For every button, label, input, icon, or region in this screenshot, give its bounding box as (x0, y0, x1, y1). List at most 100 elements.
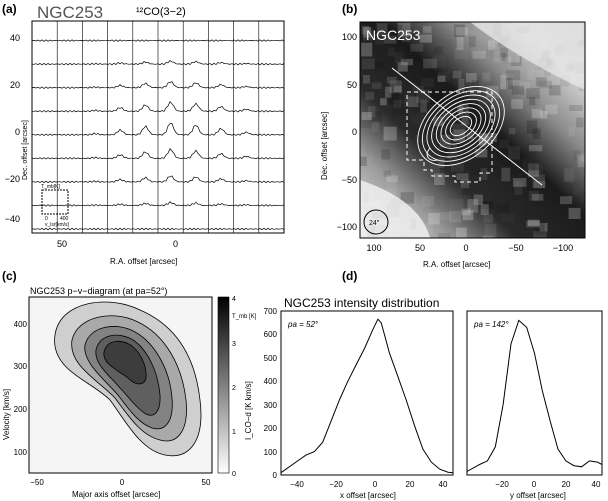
panel-d-yticks: 700 600 500 400 300 200 100 0 (264, 307, 278, 480)
ytick: 500 (264, 354, 278, 363)
panel-c-ylabel: Velocity [km/s] (2, 389, 11, 440)
panel-b-xticks: 100 50 0 −50 −100 (366, 243, 573, 253)
ytick: 200 (264, 424, 278, 433)
panel-a-yticks: 40 20 0 −20 −40 (5, 33, 20, 224)
spectrum-row (31, 123, 285, 137)
cbar-tick: 2 (232, 385, 236, 392)
panel-b-frame (359, 21, 586, 239)
ytick: −40 (5, 214, 20, 224)
right-xlabel: y offset [arcsec] (510, 491, 566, 500)
spectrum-row (31, 148, 285, 160)
contour (426, 94, 496, 158)
ytick: 100 (264, 448, 278, 457)
profile-left-frame (280, 310, 454, 476)
right-xticks: −20 0 20 40 (495, 480, 601, 489)
panel-a-line: ¹²CO(3−2) (136, 6, 186, 18)
ytick: 400 (14, 320, 28, 329)
spectra-grid (56, 21, 260, 233)
panel-a-xlabel: R.A. offset [arcsec] (110, 257, 177, 266)
profile-right-frame (466, 310, 603, 476)
pa-left-label: pa = 52° (287, 320, 319, 329)
left-xticks: −40 −20 0 20 40 (290, 480, 448, 489)
spectrum-row (31, 201, 285, 207)
spectra (31, 39, 285, 231)
contour (445, 111, 477, 141)
xtick: 0 (120, 478, 125, 487)
xtick: 40 (592, 480, 601, 489)
ytick: 400 (264, 377, 278, 386)
panel-d-ylabel: I_CO−d [K km/s] (244, 381, 253, 440)
xtick: −20 (329, 480, 343, 489)
intensity-contours (417, 86, 505, 166)
panel-a: (a) NGC253 ¹²CO(3−2) T_mb[K] v_lsr[km/s]… (2, 2, 285, 266)
inset-x-label: v_lsr[km/s] (45, 222, 70, 228)
colorbar-label: T_mb [K] (232, 314, 257, 320)
major-axis-line (391, 67, 543, 186)
ytick: 0 (352, 127, 357, 137)
contour (435, 103, 487, 149)
ytick: 200 (14, 405, 28, 414)
dashed-region (406, 91, 493, 183)
xtick: 50 (202, 478, 211, 487)
inset-y-label: T_mb[K] (41, 184, 61, 190)
contour (440, 107, 482, 145)
ytick: 300 (14, 362, 28, 371)
colorbar (217, 296, 230, 474)
cbar-tick: 4 (232, 296, 236, 303)
inset-tick-400: 400 (60, 216, 69, 222)
profile-curve-pa52 (280, 318, 454, 474)
xtick: 50 (57, 239, 67, 249)
inset-tick-0: 0 (45, 216, 48, 222)
contour (431, 98, 491, 154)
ytick: 700 (264, 307, 278, 316)
xtick: −20 (495, 480, 509, 489)
ytick: −100 (337, 222, 357, 232)
panel-c: (c) NGC253 p−v−diagram (at pa=52°) 4 3 2… (2, 269, 257, 499)
panel-a-ylabel: Dec. offset [arcsec] (22, 120, 29, 180)
spectrum-row (31, 175, 285, 184)
pv-contours (54, 301, 202, 457)
panel-a-letter: (a) (2, 2, 17, 16)
profile-curve-pa142 (466, 319, 603, 472)
ytick: −50 (342, 175, 357, 185)
panel-b-yticks: 100 50 0 −50 −100 (337, 32, 357, 232)
cbar-tick: 0 (232, 471, 236, 478)
xtick: 0 (532, 480, 537, 489)
ytick: 100 (342, 32, 357, 42)
cbar-tick: 3 (232, 341, 236, 348)
beam-circle (363, 209, 389, 235)
xtick: 40 (439, 480, 448, 489)
panel-d: (d) NGC253 intensity distribution pa = 5… (244, 269, 603, 500)
panel-c-yticks: 400 300 200 100 (14, 320, 28, 457)
panel-d-letter: (d) (342, 269, 357, 283)
panel-c-letter: (c) (2, 269, 17, 283)
ytick: 0 (273, 471, 278, 480)
contour (449, 115, 473, 137)
xtick: 50 (415, 243, 425, 253)
beam-label: 24″ (369, 220, 380, 227)
ytick: 40 (10, 33, 20, 43)
xtick: −50 (30, 478, 44, 487)
spectrum-row (31, 39, 285, 42)
xtick: 20 (562, 480, 571, 489)
panel-c-xticks: −50 0 50 (30, 478, 211, 487)
spectrum-row (32, 100, 285, 113)
ytick: 600 (264, 330, 278, 339)
cbar-tick: 1 (232, 429, 236, 436)
ytick: 0 (15, 127, 20, 137)
panel-c-xlabel: Major axis offset [arcsec] (72, 490, 160, 499)
panel-b-ylabel: Dec. offset [arcsec] (320, 112, 329, 180)
panel-b-xlabel: R.A. offset [arcsec] (423, 260, 490, 269)
panel-c-title: NGC253 p−v−diagram (at pa=52°) (30, 286, 167, 296)
spectrum-row (31, 227, 285, 231)
contour (417, 86, 505, 166)
panel-b: (b) NGC253 24″ 100 50 0 −50 −100 Dec. of… (320, 2, 586, 269)
xtick: −100 (553, 243, 573, 253)
xtick: 0 (373, 480, 378, 489)
ytick: 300 (264, 401, 278, 410)
contour (426, 147, 439, 161)
contour (421, 90, 501, 162)
ytick: 50 (347, 80, 357, 90)
spectrum-inset (41, 189, 69, 215)
